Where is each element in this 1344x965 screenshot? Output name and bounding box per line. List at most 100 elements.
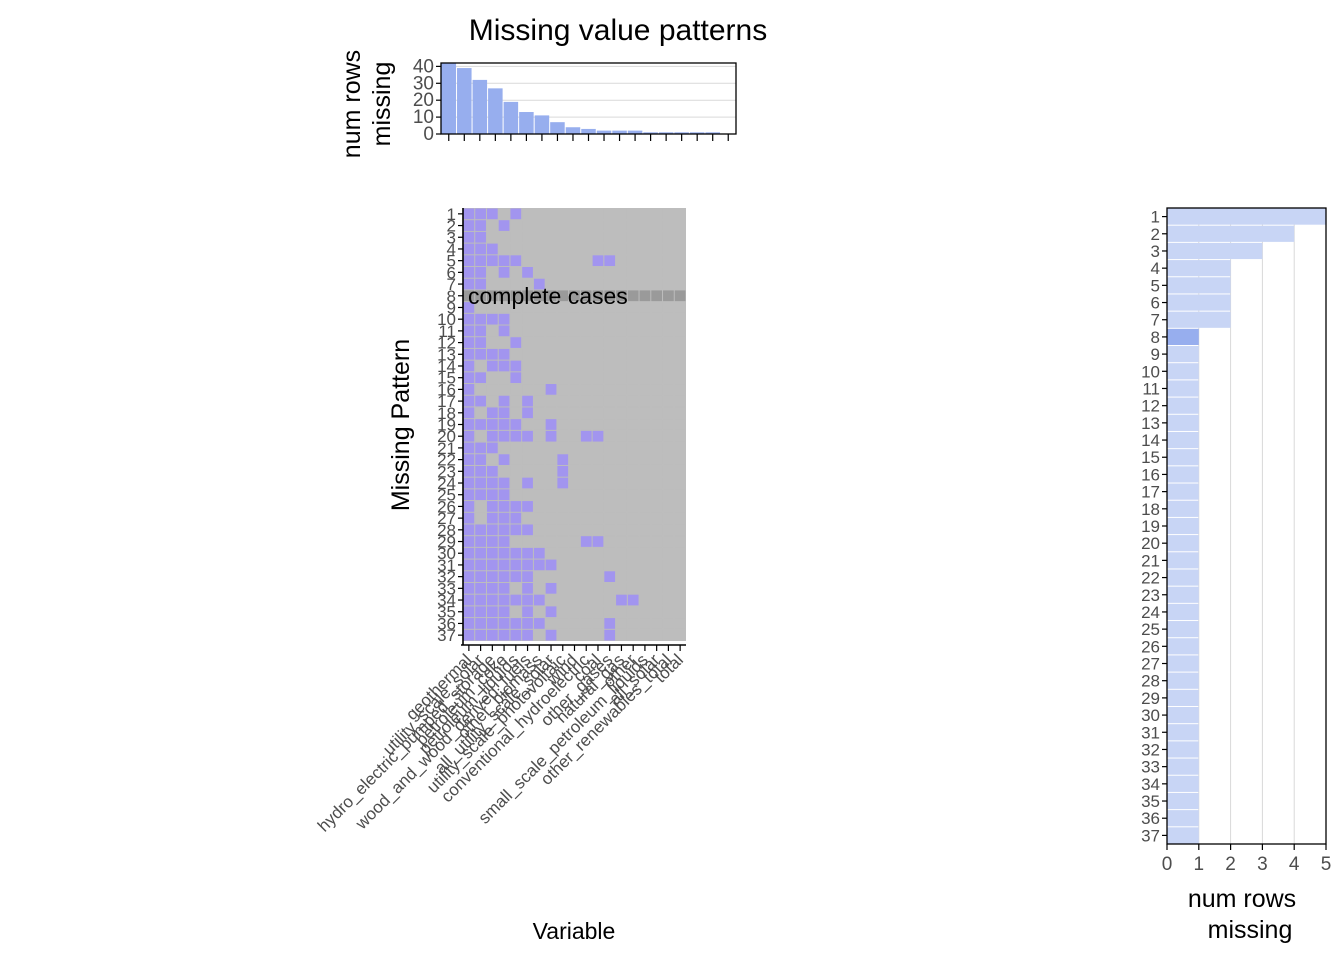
- pattern-tick-label: 18: [437, 404, 456, 423]
- present-cell: [486, 302, 498, 313]
- present-cell: [663, 594, 674, 606]
- right-bar: [1167, 792, 1199, 810]
- missing-cell: [604, 255, 616, 267]
- present-cell: [616, 419, 627, 430]
- present-cell: [557, 571, 569, 582]
- pattern-tick-label: 21: [437, 439, 456, 458]
- right-y-tick-label: 22: [1141, 569, 1160, 588]
- present-cell: [592, 582, 604, 594]
- present-cell: [604, 337, 616, 348]
- top-bar: [612, 130, 627, 134]
- present-cell: [651, 255, 663, 267]
- present-cell: [592, 571, 604, 582]
- pattern-tick-label: 12: [437, 334, 456, 353]
- present-cell: [674, 407, 686, 419]
- present-cell: [651, 337, 663, 348]
- present-cell: [651, 302, 663, 313]
- present-cell: [663, 255, 674, 267]
- right-y-tick-label: 3: [1151, 242, 1160, 261]
- right-bar: [1167, 260, 1231, 277]
- present-cell: [604, 231, 616, 243]
- present-cell: [486, 290, 498, 302]
- present-cell: [545, 290, 557, 302]
- present-cell: [498, 384, 510, 395]
- pattern-tick-label: 1: [447, 205, 456, 224]
- missing-cell: [522, 629, 533, 641]
- present-cell: [651, 536, 663, 547]
- present-cell: [545, 512, 557, 524]
- present-cell: [639, 629, 651, 641]
- present-cell: [663, 477, 674, 489]
- present-cell: [557, 524, 569, 536]
- present-cell: [604, 208, 616, 220]
- present-cell: [592, 231, 604, 243]
- missing-cell: [522, 407, 533, 419]
- pattern-tick-label: 26: [437, 497, 456, 516]
- present-cell: [557, 302, 569, 313]
- right-bar: [1167, 380, 1199, 397]
- present-cell: [486, 384, 498, 395]
- missing-cell: [522, 547, 533, 559]
- present-cell: [580, 208, 592, 220]
- present-cell: [663, 618, 674, 629]
- present-cell: [592, 243, 604, 255]
- present-cell: [627, 477, 639, 489]
- present-cell: [639, 594, 651, 606]
- present-cell: [639, 512, 651, 524]
- present-cell: [674, 302, 686, 313]
- missing-cell: [463, 594, 475, 606]
- present-cell: [663, 419, 674, 430]
- present-cell: [533, 255, 545, 267]
- present-cell: [616, 430, 627, 442]
- present-cell: [569, 208, 580, 220]
- present-cell: [533, 384, 545, 395]
- present-cell: [557, 267, 569, 278]
- present-cell: [604, 606, 616, 618]
- heatmap-y-label: Missing Pattern: [387, 339, 415, 511]
- missing-cell: [475, 395, 486, 407]
- top-bar: [674, 132, 689, 134]
- present-cell: [651, 348, 663, 360]
- present-cell: [639, 348, 651, 360]
- present-cell: [533, 243, 545, 255]
- missing-cell: [580, 536, 592, 547]
- present-cell: [604, 442, 616, 454]
- present-cell: [486, 278, 498, 290]
- missing-cell: [463, 571, 475, 582]
- present-cell: [627, 220, 639, 231]
- present-cell: [674, 582, 686, 594]
- present-cell: [651, 524, 663, 536]
- present-cell: [604, 243, 616, 255]
- missing-cell: [522, 582, 533, 594]
- pattern-tick-label: 29: [437, 533, 456, 552]
- present-cell: [545, 325, 557, 337]
- present-cell: [522, 372, 533, 384]
- present-cell: [651, 419, 663, 430]
- present-cell: [651, 360, 663, 372]
- missing-cell: [498, 255, 510, 267]
- present-cell: [510, 407, 522, 419]
- missing-cell: [604, 629, 616, 641]
- present-cell: [475, 407, 486, 419]
- present-cell: [651, 618, 663, 629]
- present-cell: [616, 278, 627, 290]
- present-cell: [522, 360, 533, 372]
- present-cell: [604, 325, 616, 337]
- present-cell: [674, 348, 686, 360]
- present-cell: [592, 489, 604, 501]
- present-cell: [545, 302, 557, 313]
- present-cell: [639, 454, 651, 465]
- present-cell: [569, 325, 580, 337]
- present-cell: [639, 571, 651, 582]
- present-cell: [663, 512, 674, 524]
- missing-cell: [498, 618, 510, 629]
- present-cell: [580, 489, 592, 501]
- missing-cell: [498, 325, 510, 337]
- present-cell: [651, 208, 663, 220]
- right-y-tick-label: 25: [1141, 620, 1160, 639]
- present-cell: [674, 618, 686, 629]
- pattern-tick-label: 2: [447, 217, 456, 236]
- present-cell: [616, 208, 627, 220]
- pattern-tick-label: 25: [437, 486, 456, 505]
- present-cell: [510, 243, 522, 255]
